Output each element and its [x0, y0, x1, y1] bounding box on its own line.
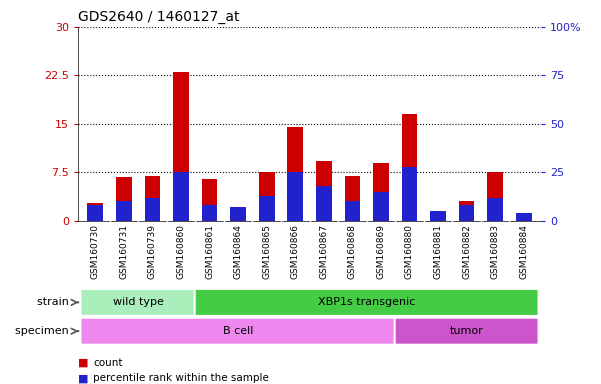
Text: GSM160739: GSM160739: [148, 224, 157, 279]
Bar: [87, 204, 103, 221]
FancyBboxPatch shape: [395, 318, 538, 345]
Bar: [145, 175, 160, 221]
Text: GDS2640 / 1460127_at: GDS2640 / 1460127_at: [78, 10, 240, 25]
Bar: [430, 211, 446, 221]
Bar: [87, 205, 103, 221]
Bar: [173, 72, 189, 221]
Bar: [287, 172, 303, 221]
FancyBboxPatch shape: [195, 289, 538, 316]
Bar: [202, 205, 218, 221]
Text: GSM160868: GSM160868: [348, 224, 357, 279]
Text: GSM160861: GSM160861: [205, 224, 214, 279]
Bar: [145, 197, 160, 221]
Text: GSM160882: GSM160882: [462, 224, 471, 279]
FancyBboxPatch shape: [81, 289, 196, 316]
Text: ■: ■: [78, 358, 88, 368]
Bar: [259, 195, 275, 221]
Text: GSM160731: GSM160731: [120, 224, 129, 279]
Bar: [116, 202, 132, 221]
Text: GSM160880: GSM160880: [405, 224, 414, 279]
Text: percentile rank within the sample: percentile rank within the sample: [93, 373, 269, 383]
Text: specimen: specimen: [15, 326, 72, 336]
Bar: [287, 127, 303, 221]
Text: tumor: tumor: [450, 326, 483, 336]
Text: GSM160867: GSM160867: [319, 224, 328, 279]
Bar: [401, 114, 417, 221]
Bar: [430, 211, 446, 221]
Bar: [230, 207, 246, 221]
Bar: [459, 202, 474, 221]
Bar: [487, 197, 503, 221]
FancyBboxPatch shape: [81, 318, 396, 345]
Bar: [316, 186, 332, 221]
Bar: [259, 172, 275, 221]
Bar: [116, 177, 132, 221]
Bar: [373, 192, 389, 221]
Text: GSM160864: GSM160864: [234, 224, 243, 279]
Bar: [230, 207, 246, 221]
Text: GSM160881: GSM160881: [433, 224, 442, 279]
Bar: [373, 163, 389, 221]
Bar: [459, 205, 474, 221]
Text: GSM160883: GSM160883: [490, 224, 499, 279]
Text: B cell: B cell: [223, 326, 253, 336]
Text: XBP1s transgenic: XBP1s transgenic: [318, 297, 415, 308]
Bar: [316, 161, 332, 221]
Text: GSM160860: GSM160860: [177, 224, 186, 279]
Text: GSM160866: GSM160866: [291, 224, 300, 279]
Text: GSM160884: GSM160884: [519, 224, 528, 279]
Bar: [487, 172, 503, 221]
Bar: [202, 179, 218, 221]
Text: GSM160865: GSM160865: [262, 224, 271, 279]
Text: GSM160869: GSM160869: [376, 224, 385, 279]
Text: strain: strain: [37, 297, 72, 308]
Bar: [344, 175, 360, 221]
Bar: [516, 213, 532, 221]
Text: ■: ■: [78, 373, 88, 383]
Text: count: count: [93, 358, 123, 368]
Bar: [516, 214, 532, 221]
Bar: [344, 202, 360, 221]
Bar: [401, 167, 417, 221]
Bar: [173, 172, 189, 221]
Text: wild type: wild type: [112, 297, 163, 308]
Text: GSM160730: GSM160730: [91, 224, 100, 279]
